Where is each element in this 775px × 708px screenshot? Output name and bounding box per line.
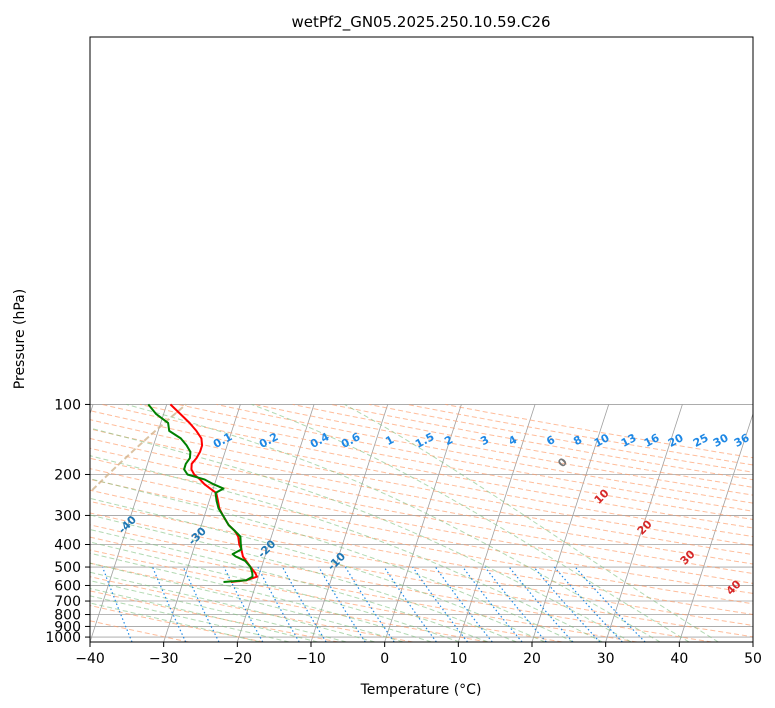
- mixing-ratio-line: [182, 566, 220, 642]
- axis-ticks: −40 −30 −20 −10 0 10 20 30 40 50 100 200 300 400 500 60…: [45, 397, 762, 667]
- mixing-ratio-line: [574, 566, 646, 642]
- moist-adiabat-line: [344, 403, 719, 642]
- moist-adiabat-line: [90, 455, 603, 642]
- dry-adiabat-line: [90, 457, 753, 584]
- x-axis-label: Temperature (°C): [360, 682, 482, 698]
- moist-adiabat-line: [90, 602, 261, 642]
- y-tick-label: 400: [54, 537, 81, 553]
- mixing-ratio-line: [318, 566, 366, 642]
- isotherm-line: [90, 404, 168, 642]
- x-tick-label: 10: [449, 651, 467, 667]
- sounding-profiles: [147, 403, 258, 583]
- dry-adiabat-line: [90, 500, 753, 626]
- y-tick-label: 500: [54, 560, 81, 576]
- moist-adiabat-line: [90, 427, 632, 642]
- moist-adiabat-line: [90, 580, 347, 642]
- y-tick-label: 100: [54, 397, 81, 413]
- isotherm-line: [384, 404, 462, 642]
- x-tick-label: 40: [670, 651, 688, 667]
- background-lines: [90, 403, 753, 642]
- mixing-ratio-line: [434, 566, 493, 642]
- plot-background: [90, 37, 753, 642]
- mixing-ratio-label: 16: [642, 431, 662, 450]
- mixing-ratio-line: [462, 566, 523, 642]
- mixing-ratio-line: [412, 566, 468, 642]
- y-tick-label: 300: [54, 508, 81, 524]
- mixing-ratio-line: [508, 566, 574, 642]
- dry-adiabat-line: [445, 403, 753, 459]
- y-tick-label: 200: [54, 467, 81, 483]
- dry-adiabat-line: [90, 410, 753, 538]
- mixing-ratio-line: [533, 566, 601, 642]
- mixing-ratio-line: [553, 566, 623, 642]
- plot-frame: [89, 36, 754, 643]
- x-tick-label: −10: [296, 651, 326, 667]
- mixing-ratio-label: 10: [592, 431, 612, 450]
- x-tick-label: 50: [744, 651, 762, 667]
- mixing-ratio-label: 20: [666, 431, 686, 450]
- isotherm-line: [457, 404, 536, 642]
- x-tick-label: −40: [75, 651, 105, 667]
- isotherm-line: [678, 412, 753, 642]
- dry-adiabat-line: [90, 437, 753, 565]
- mixing-ratio-label: 13: [619, 431, 639, 450]
- dry-adiabat-line: [292, 403, 753, 488]
- dry-adiabat-line: [407, 403, 753, 466]
- y-tick-label: 900: [54, 619, 81, 635]
- isotherm-line: [163, 404, 241, 642]
- x-tick-label: −30: [149, 651, 179, 667]
- isotherm-line: [236, 404, 315, 642]
- isotherm-line: [605, 404, 683, 642]
- x-tick-label: 0: [380, 651, 389, 667]
- moist-adiabat-line: [90, 552, 432, 642]
- dry-adiabat-line: [90, 489, 753, 615]
- y-axis-label: Pressure (hPa): [12, 289, 28, 389]
- mixing-ratio-label: 25: [691, 431, 711, 450]
- dry-adiabat-line: [90, 590, 339, 642]
- mixing-ratio-line: [223, 566, 264, 642]
- moist-adiabat-line: [251, 403, 690, 642]
- chart-title: wetPf2_GN05.2025.250.10.59.C26: [291, 13, 550, 32]
- dewpoint-profile: [147, 403, 254, 583]
- moist-adiabat-line: [126, 403, 661, 642]
- dry-adiabat-line: [330, 403, 753, 481]
- dry-adiabat-line: [368, 403, 753, 473]
- mixing-ratio-label: 30: [711, 431, 731, 450]
- moist-adiabat-line: [90, 562, 404, 642]
- x-tick-label: 20: [523, 651, 541, 667]
- y-tick-label: 700: [54, 594, 81, 610]
- mixing-ratio-line: [344, 566, 395, 642]
- x-tick-label: −20: [223, 651, 253, 667]
- y-tick-label: 600: [54, 578, 81, 594]
- y-tick-label: 800: [54, 608, 81, 624]
- mixing-ratio-line: [484, 566, 547, 642]
- moist-adiabat-line: [90, 595, 290, 642]
- moist-adiabat-line: [90, 497, 546, 642]
- dry-adiabat-line: [90, 468, 753, 594]
- y-tick-label: 1000: [45, 630, 81, 646]
- moist-adiabat-line: [90, 541, 460, 642]
- mixing-ratio-label: 36: [732, 431, 752, 450]
- mixing-ratio-line: [102, 566, 133, 642]
- x-tick-label: 30: [597, 651, 615, 667]
- moist-adiabat-line: [90, 528, 489, 642]
